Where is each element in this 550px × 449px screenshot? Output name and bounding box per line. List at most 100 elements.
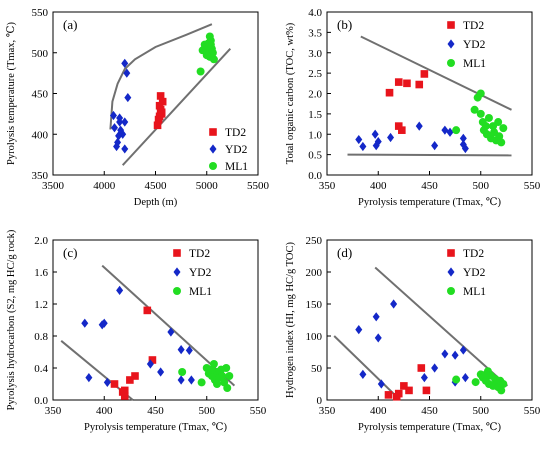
panel-label: (b) bbox=[337, 17, 352, 32]
data-point-yd2 bbox=[390, 299, 398, 309]
data-point-ml1 bbox=[476, 89, 485, 98]
data-point-yd2 bbox=[167, 327, 175, 337]
x-tick-label: 450 bbox=[147, 405, 164, 417]
y-axis-label: Hydrogen index (HI, mg HC/g TOC) bbox=[285, 242, 296, 398]
y-tick-label: 0.5 bbox=[308, 150, 322, 162]
data-point-td2 bbox=[405, 386, 413, 395]
chart-panel-a: 3500 4000 4500 5000 5500 350 400 450 500 550 Depth… bbox=[6, 7, 270, 208]
data-point-td2 bbox=[394, 122, 403, 130]
trend-line bbox=[109, 23, 213, 130]
data-point-yd2 bbox=[372, 141, 380, 151]
data-point-yd2 bbox=[420, 373, 428, 383]
legend-marker-td2 bbox=[447, 249, 455, 257]
x-tick-label: 400 bbox=[96, 405, 113, 417]
y-tick-label: 1.5 bbox=[308, 109, 322, 121]
legend-marker-ml1 bbox=[173, 287, 181, 295]
data-point-ml1 bbox=[499, 380, 508, 388]
data-point-yd2 bbox=[103, 377, 111, 387]
legend-marker-td2 bbox=[447, 21, 455, 29]
legend-label-yd2: YD2 bbox=[463, 267, 486, 279]
legend-label-ml1: ML1 bbox=[189, 286, 212, 298]
data-point-td2 bbox=[143, 306, 152, 315]
data-point-yd2 bbox=[459, 133, 467, 143]
data-point-yd2 bbox=[85, 373, 93, 383]
data-point-yd2 bbox=[117, 125, 125, 135]
data-point-yd2 bbox=[123, 68, 131, 78]
data-point-yd2 bbox=[157, 367, 165, 377]
data-point-td2 bbox=[120, 392, 129, 400]
data-point-yd2 bbox=[121, 117, 129, 127]
data-point-yd2 bbox=[431, 141, 439, 151]
data-point-yd2 bbox=[121, 144, 129, 154]
data-point-yd2 bbox=[185, 345, 193, 355]
x-tick-label: 500 bbox=[199, 405, 216, 417]
data-point-ml1 bbox=[494, 118, 503, 127]
data-point-yd2 bbox=[116, 117, 124, 127]
y-tick-label: 250 bbox=[306, 235, 323, 247]
y-tick-label: 550 bbox=[32, 7, 49, 19]
data-point-td2 bbox=[394, 389, 403, 398]
y-axis-label: Pyrolysis hydrocarbon (S2, mg HC/g rock) bbox=[6, 229, 17, 410]
panel-label: (c) bbox=[63, 245, 77, 260]
data-point-yd2 bbox=[441, 349, 449, 359]
data-point-ml1 bbox=[484, 113, 493, 122]
data-point-yd2 bbox=[359, 141, 367, 152]
data-point-yd2 bbox=[451, 350, 459, 360]
y-tick-label: 450 bbox=[32, 89, 49, 101]
data-point-ml1 bbox=[218, 372, 227, 380]
data-point-ml1 bbox=[202, 51, 211, 60]
x-tick-label: 450 bbox=[421, 180, 438, 192]
legend-label-td2: TD2 bbox=[463, 20, 484, 32]
data-point-yd2 bbox=[387, 132, 395, 143]
y-tick-label: 200 bbox=[306, 267, 323, 279]
y-tick-label: 0.4 bbox=[34, 363, 48, 375]
data-point-ml1 bbox=[495, 132, 504, 141]
data-point-ml1 bbox=[497, 386, 506, 395]
x-axis-label: Depth (m) bbox=[134, 197, 178, 208]
data-point-yd2 bbox=[121, 58, 129, 68]
data-point-td2 bbox=[120, 386, 129, 395]
legend-label-yd2: YD2 bbox=[463, 39, 486, 51]
legend-marker-td2 bbox=[173, 249, 181, 257]
data-point-td2 bbox=[148, 356, 157, 364]
data-point-ml1 bbox=[209, 55, 218, 64]
data-point-ml1 bbox=[481, 122, 490, 131]
legend-marker-yd2 bbox=[447, 39, 455, 49]
panel-label: (a) bbox=[63, 17, 77, 32]
legend-label-ml1: ML1 bbox=[463, 58, 486, 70]
data-point-td2 bbox=[158, 97, 167, 106]
x-tick-label: 5500 bbox=[247, 180, 270, 192]
plot-frame bbox=[326, 11, 533, 176]
data-point-ml1 bbox=[197, 378, 206, 387]
y-tick-label: 0 bbox=[317, 395, 323, 407]
x-axis-label: Pyrolysis temperature (Tmax, ℃) bbox=[358, 197, 501, 208]
y-tick-label: 400 bbox=[32, 129, 49, 141]
data-point-ml1 bbox=[222, 364, 231, 372]
data-point-yd2 bbox=[372, 312, 380, 322]
legend-marker-yd2 bbox=[209, 144, 217, 154]
data-point-td2 bbox=[417, 364, 426, 372]
data-point-yd2 bbox=[146, 359, 154, 369]
data-point-yd2 bbox=[111, 123, 118, 133]
y-tick-label: 100 bbox=[306, 331, 323, 343]
legend-marker-ml1 bbox=[209, 162, 217, 170]
data-point-yd2 bbox=[100, 318, 108, 328]
data-point-yd2 bbox=[355, 325, 363, 335]
y-axis-label: Total organic carbon (TOC, wt%) bbox=[285, 22, 296, 164]
y-tick-label: 3.5 bbox=[308, 27, 322, 39]
data-point-td2 bbox=[385, 88, 394, 97]
y-tick-label: 2.5 bbox=[308, 68, 322, 80]
data-point-yd2 bbox=[359, 369, 367, 379]
data-point-yd2 bbox=[446, 127, 454, 137]
legend-label-td2: TD2 bbox=[225, 127, 246, 139]
legend-marker-td2 bbox=[209, 128, 217, 136]
data-point-ml1 bbox=[204, 38, 213, 47]
data-point-ml1 bbox=[452, 126, 461, 135]
y-tick-label: 1.6 bbox=[34, 267, 48, 279]
legend-label-yd2: YD2 bbox=[189, 267, 212, 279]
data-point-yd2 bbox=[124, 92, 132, 103]
x-axis-label: Pyrolysis temperature (Tmax, ℃) bbox=[358, 422, 501, 433]
data-point-td2 bbox=[157, 110, 166, 118]
y-tick-label: 0.0 bbox=[308, 170, 322, 182]
